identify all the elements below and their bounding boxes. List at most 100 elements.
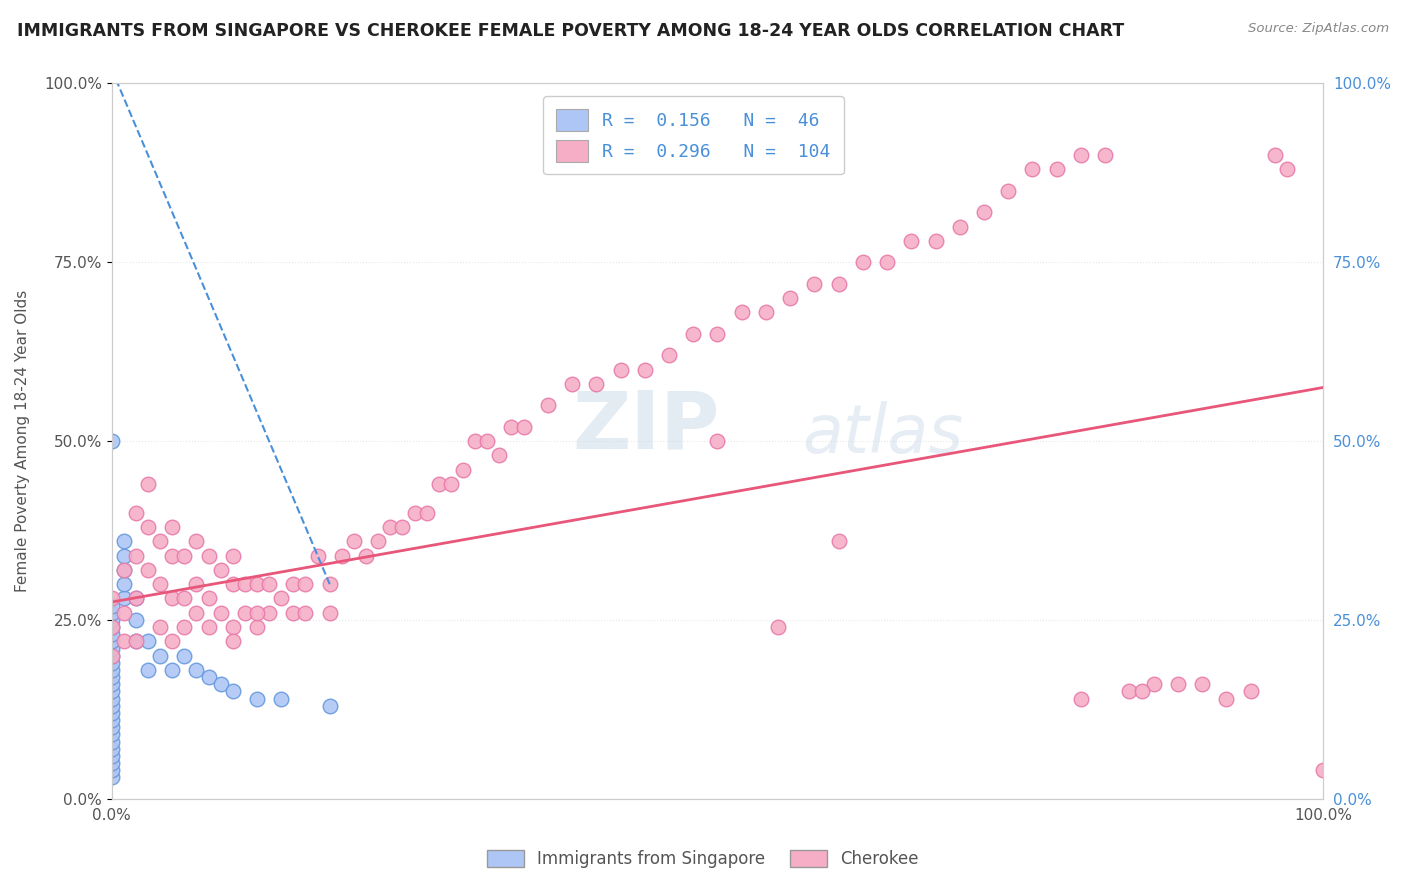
Point bbox=[173, 620, 195, 634]
Point bbox=[112, 634, 135, 648]
Point bbox=[100, 770, 122, 784]
Point bbox=[100, 613, 122, 627]
Point bbox=[125, 591, 148, 606]
Point bbox=[924, 234, 946, 248]
Point bbox=[658, 348, 681, 362]
Point bbox=[186, 577, 208, 591]
Point bbox=[100, 648, 122, 663]
Point bbox=[100, 641, 122, 656]
Point bbox=[112, 577, 135, 591]
Point bbox=[415, 506, 437, 520]
Point bbox=[404, 506, 426, 520]
Point bbox=[330, 549, 353, 563]
Text: ZIP: ZIP bbox=[572, 388, 720, 466]
Point bbox=[973, 205, 995, 219]
Point bbox=[233, 606, 256, 620]
Point bbox=[609, 362, 631, 376]
Point bbox=[440, 477, 463, 491]
Point bbox=[464, 434, 486, 449]
Point bbox=[209, 606, 232, 620]
Point bbox=[125, 591, 148, 606]
Point bbox=[136, 563, 159, 577]
Point bbox=[100, 591, 122, 606]
Point bbox=[173, 648, 195, 663]
Point bbox=[100, 620, 122, 634]
Point bbox=[1130, 684, 1153, 698]
Point bbox=[246, 606, 269, 620]
Point bbox=[1215, 691, 1237, 706]
Point bbox=[294, 606, 316, 620]
Point bbox=[112, 591, 135, 606]
Point bbox=[197, 549, 219, 563]
Point bbox=[283, 577, 305, 591]
Point bbox=[682, 326, 704, 341]
Point bbox=[1264, 148, 1286, 162]
Point bbox=[100, 706, 122, 720]
Point bbox=[112, 606, 135, 620]
Point bbox=[354, 549, 377, 563]
Point bbox=[257, 606, 280, 620]
Point bbox=[186, 606, 208, 620]
Point bbox=[827, 277, 849, 291]
Point bbox=[100, 620, 122, 634]
Point bbox=[561, 376, 583, 391]
Point bbox=[112, 563, 135, 577]
Point bbox=[149, 648, 172, 663]
Point bbox=[149, 577, 172, 591]
Point bbox=[900, 234, 922, 248]
Point bbox=[1239, 684, 1261, 698]
Point bbox=[173, 549, 195, 563]
Point bbox=[125, 634, 148, 648]
Point bbox=[827, 534, 849, 549]
Point bbox=[125, 613, 148, 627]
Point bbox=[197, 620, 219, 634]
Point bbox=[160, 549, 183, 563]
Point bbox=[100, 720, 122, 734]
Point bbox=[246, 691, 269, 706]
Point bbox=[149, 620, 172, 634]
Point bbox=[307, 549, 329, 563]
Point bbox=[731, 305, 754, 319]
Point bbox=[270, 691, 292, 706]
Point bbox=[451, 463, 474, 477]
Point bbox=[1046, 162, 1069, 177]
Point bbox=[100, 756, 122, 770]
Point bbox=[852, 255, 875, 269]
Point bbox=[100, 677, 122, 691]
Point bbox=[537, 398, 560, 412]
Point bbox=[100, 627, 122, 641]
Point bbox=[477, 434, 499, 449]
Point bbox=[706, 326, 728, 341]
Point bbox=[160, 663, 183, 677]
Point bbox=[949, 219, 972, 234]
Point bbox=[343, 534, 366, 549]
Point bbox=[209, 563, 232, 577]
Point bbox=[100, 684, 122, 698]
Point bbox=[1094, 148, 1116, 162]
Point bbox=[160, 591, 183, 606]
Point bbox=[803, 277, 825, 291]
Point bbox=[100, 648, 122, 663]
Point bbox=[100, 434, 122, 449]
Point bbox=[100, 691, 122, 706]
Point bbox=[100, 656, 122, 670]
Point bbox=[100, 634, 122, 648]
Point bbox=[233, 577, 256, 591]
Point bbox=[294, 577, 316, 591]
Text: atlas: atlas bbox=[803, 401, 963, 467]
Point bbox=[222, 620, 245, 634]
Point bbox=[1191, 677, 1213, 691]
Point bbox=[112, 534, 135, 549]
Point bbox=[319, 577, 342, 591]
Point bbox=[512, 419, 534, 434]
Point bbox=[173, 591, 195, 606]
Point bbox=[100, 663, 122, 677]
Point bbox=[283, 606, 305, 620]
Point bbox=[112, 563, 135, 577]
Point bbox=[766, 620, 789, 634]
Point bbox=[197, 670, 219, 684]
Point bbox=[427, 477, 450, 491]
Point bbox=[100, 606, 122, 620]
Point bbox=[186, 663, 208, 677]
Point bbox=[136, 520, 159, 534]
